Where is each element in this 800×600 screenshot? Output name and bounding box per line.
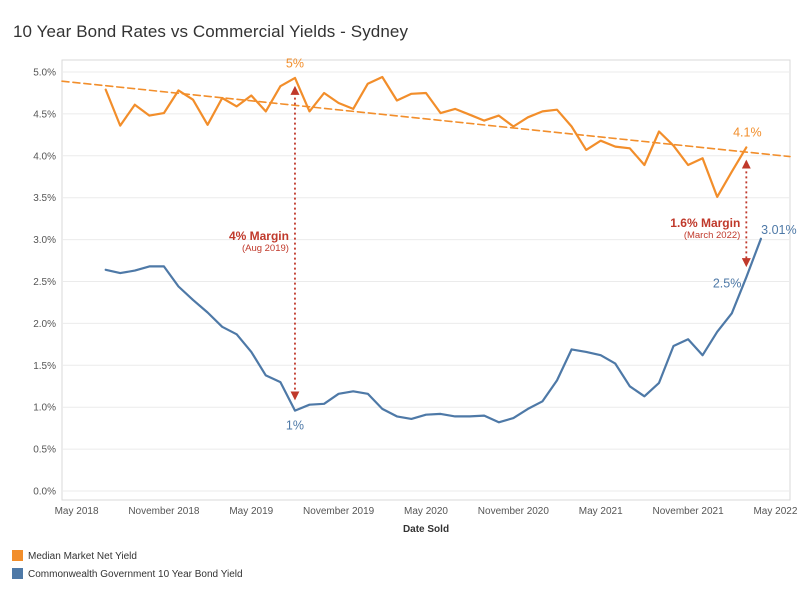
data-label-blue-mid: 2.5%	[713, 276, 742, 290]
legend-item-median-market-net-yield: Median Market Net Yield	[12, 550, 137, 562]
y-tick-label: 3.5%	[33, 193, 56, 204]
series-line-bond-yield	[104, 237, 762, 424]
y-tick-label: 0.5%	[33, 445, 56, 456]
legend-label: Commonwealth Government 10 Year Bond Yie…	[28, 569, 243, 580]
y-tick-label: 4.5%	[33, 109, 56, 120]
legend-swatch-orange	[12, 550, 23, 561]
legend-swatch-blue	[12, 568, 23, 579]
data-label-blue-end: 3.01%	[761, 223, 796, 237]
x-axis-title: Date Sold	[403, 524, 449, 535]
margin-sublabel-march-2022: (March 2022)	[684, 230, 741, 241]
y-tick-label: 1.0%	[33, 403, 56, 414]
series-line-median-market-net-yield	[104, 75, 748, 198]
x-tick-label: May 2019	[229, 506, 273, 517]
plot-area	[61, 59, 791, 501]
legend-label: Median Market Net Yield	[28, 551, 137, 562]
data-label-orange-peak: 5%	[286, 57, 304, 71]
margin-label-aug-2019: 4% Margin	[229, 229, 289, 243]
data-label-blue-low: 1%	[286, 419, 304, 433]
margin-sublabel-aug-2019: (Aug 2019)	[242, 243, 289, 254]
x-tick-label: November 2018	[128, 506, 200, 517]
x-tick-label: November 2020	[478, 506, 550, 517]
legend-item-bond-yield: Commonwealth Government 10 Year Bond Yie…	[12, 568, 243, 580]
chart-title: 10 Year Bond Rates vs Commercial Yields …	[13, 22, 409, 41]
x-tick-label: November 2021	[653, 506, 725, 517]
data-label-orange-end: 4.1%	[733, 125, 762, 139]
x-tick-label: May 2022	[753, 506, 797, 517]
y-tick-label: 5.0%	[33, 68, 56, 79]
x-tick-label: May 2018	[55, 506, 99, 517]
y-tick-label: 2.0%	[33, 319, 56, 330]
x-tick-label: November 2019	[303, 506, 375, 517]
x-tick-label: May 2020	[404, 506, 448, 517]
y-tick-label: 0.0%	[33, 487, 56, 498]
x-tick-label: May 2021	[579, 506, 623, 517]
margin-label-march-2022: 1.6% Margin	[670, 216, 740, 230]
y-tick-label: 1.5%	[33, 361, 56, 372]
y-tick-label: 4.0%	[33, 151, 56, 162]
trend-line	[61, 80, 791, 158]
y-tick-label: 2.5%	[33, 277, 56, 288]
y-tick-label: 3.0%	[33, 235, 56, 246]
